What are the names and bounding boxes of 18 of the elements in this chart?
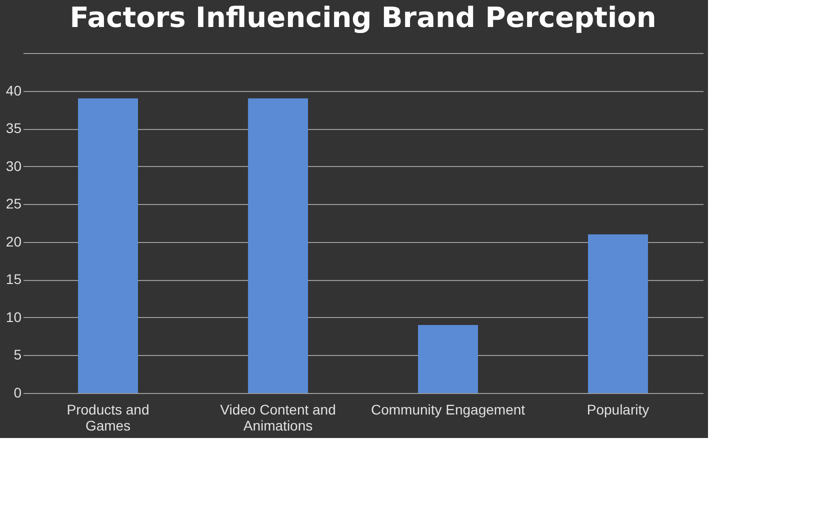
- y-tick-label: 20: [6, 233, 22, 250]
- x-tick-label: Video Content and Animations: [220, 402, 336, 434]
- chart-title: Factors Influencing Brand Perception: [70, 1, 656, 34]
- y-tick-label: 25: [6, 196, 22, 212]
- bar: [78, 98, 138, 393]
- bar: [248, 98, 308, 393]
- x-tick-label: Popularity: [586, 402, 650, 418]
- y-tick-label: 30: [6, 158, 22, 174]
- x-tick-label: Products and Games: [66, 402, 150, 434]
- x-tick-label: Community Engagement: [370, 402, 526, 418]
- y-tick-label: 15: [6, 271, 22, 288]
- y-tick-label: 10: [6, 308, 22, 325]
- bar: [418, 325, 478, 393]
- y-tick-label: 35: [6, 120, 22, 136]
- bar: [588, 234, 648, 393]
- y-tick-label: 5: [14, 346, 22, 363]
- y-tick-label: 0: [14, 384, 22, 400]
- y-tick-label: 40: [6, 82, 22, 98]
